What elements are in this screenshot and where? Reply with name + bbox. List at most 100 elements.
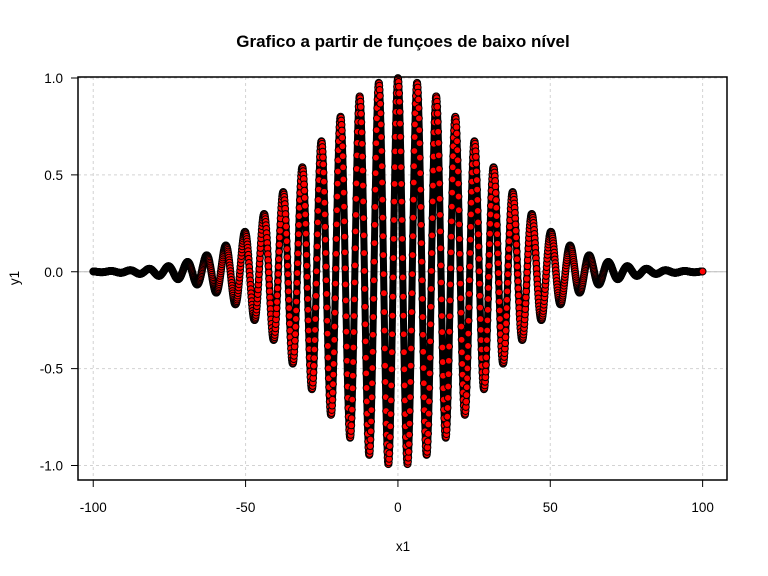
- data-point: [385, 442, 394, 451]
- data-point: [372, 153, 380, 162]
- data-point: [485, 261, 493, 270]
- data-point: [476, 303, 485, 312]
- data-point: [350, 278, 359, 287]
- data-point: [473, 196, 482, 204]
- data-point: [283, 261, 292, 270]
- data-point: [386, 422, 395, 431]
- data-point: [313, 230, 322, 239]
- data-point: [437, 278, 446, 287]
- data-point: [342, 342, 351, 351]
- data-point: [367, 417, 376, 426]
- data-point: [472, 153, 480, 161]
- data-point: [372, 126, 381, 134]
- data-point: [447, 248, 455, 257]
- data-point: [300, 193, 309, 202]
- data-point: [362, 397, 371, 406]
- data-point: [291, 315, 300, 323]
- data-point: [415, 114, 423, 123]
- data-point: [419, 379, 428, 388]
- y-tick-label: 1.0: [44, 71, 63, 86]
- data-point: [452, 129, 461, 138]
- data-point: [396, 119, 404, 128]
- data-point: [347, 414, 356, 423]
- data-point: [276, 226, 284, 235]
- data-point: [390, 197, 399, 206]
- data-point: [405, 430, 414, 439]
- data-point: [368, 364, 377, 372]
- data-point: [339, 188, 348, 197]
- data-point: [472, 167, 481, 176]
- data-point: [484, 284, 493, 292]
- data-point: [464, 329, 473, 338]
- data-point: [426, 337, 435, 346]
- data-point: [351, 210, 360, 219]
- data-point: [387, 348, 396, 357]
- data-point: [370, 239, 379, 248]
- data-point: [339, 175, 348, 184]
- data-point: [493, 249, 502, 258]
- data-point: [475, 254, 483, 263]
- data-point: [417, 220, 425, 229]
- data-point: [368, 347, 377, 356]
- data-point: [485, 240, 494, 248]
- data-point: [493, 221, 501, 229]
- data-point: [494, 278, 503, 287]
- data-point: [294, 249, 302, 258]
- data-point: [301, 201, 309, 210]
- data-point: [387, 365, 396, 374]
- data-point: [416, 203, 425, 211]
- data-point: [455, 249, 464, 258]
- data-point: [273, 277, 282, 286]
- data-point: [417, 257, 426, 266]
- data-point: [338, 152, 347, 161]
- data-point: [408, 289, 416, 298]
- data-point: [283, 245, 291, 253]
- data-point: [302, 261, 311, 270]
- data-point: [319, 168, 328, 177]
- data-point: [291, 322, 300, 331]
- data-point: [463, 364, 472, 373]
- data-point: [371, 203, 379, 211]
- data-point: [491, 188, 500, 197]
- data-point: [329, 380, 337, 389]
- data-point: [475, 267, 484, 276]
- data-point: [396, 147, 405, 156]
- data-point: [377, 147, 386, 155]
- x-tick-label: 100: [691, 500, 714, 515]
- data-point: [407, 326, 416, 335]
- data-point: [425, 397, 433, 406]
- y-tick-label: 0.0: [44, 265, 63, 280]
- data-point: [311, 315, 320, 323]
- data-point: [340, 202, 348, 211]
- data-point: [357, 118, 366, 127]
- data-point: [433, 118, 442, 126]
- data-point: [275, 233, 284, 242]
- data-point: [351, 244, 360, 253]
- data-point: [464, 316, 473, 325]
- data-point: [328, 388, 337, 397]
- data-point: [473, 206, 482, 215]
- data-point: [417, 239, 426, 248]
- data-point: [423, 437, 432, 446]
- data-point: [341, 280, 350, 289]
- data-point: [465, 290, 474, 298]
- data-point: [434, 151, 443, 160]
- data-point: [408, 251, 417, 259]
- data-point: [464, 342, 472, 350]
- data-point: [424, 420, 433, 429]
- data-point: [465, 276, 474, 285]
- data-point: [322, 276, 331, 285]
- data-point: [265, 274, 273, 283]
- data-point: [390, 180, 399, 188]
- data-point: [512, 240, 521, 249]
- data-point: [319, 177, 328, 186]
- data-point: [341, 264, 350, 273]
- data-point: [426, 302, 435, 311]
- data-point: [405, 440, 413, 449]
- data-point: [455, 235, 464, 243]
- data-point: [434, 127, 443, 136]
- data-point: [446, 296, 454, 305]
- data-point: [312, 279, 321, 288]
- data-point: [381, 361, 390, 370]
